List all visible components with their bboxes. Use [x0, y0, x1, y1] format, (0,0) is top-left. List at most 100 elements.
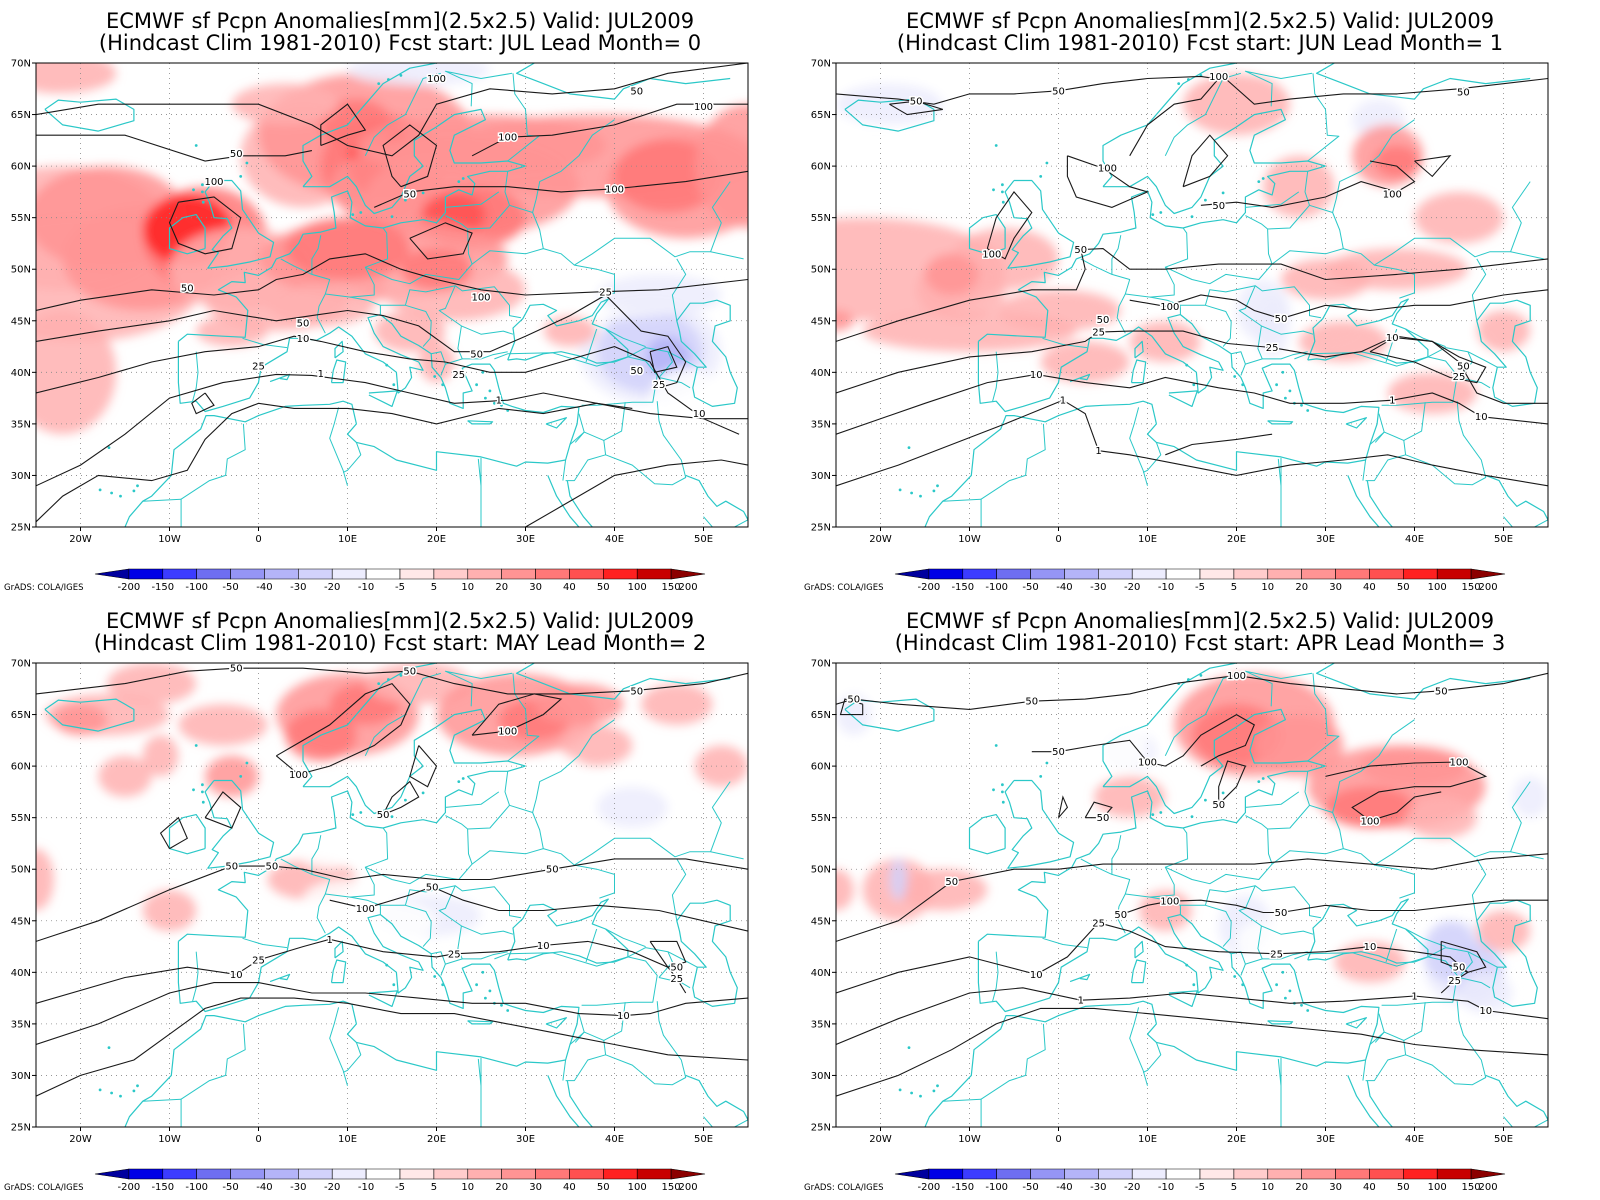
colorbar-swatch	[636, 1168, 672, 1180]
x-tick-label: 30E	[1316, 534, 1335, 545]
island	[1001, 790, 1004, 794]
contour-label: 50	[1097, 315, 1110, 326]
anomaly-region	[878, 663, 972, 674]
y-tick-label: 60N	[811, 762, 831, 773]
country-border	[980, 1023, 1046, 1127]
anomaly-region	[36, 848, 54, 911]
contour-line	[36, 667, 748, 695]
y-tick-label: 70N	[811, 59, 831, 70]
contour-line	[409, 745, 438, 788]
map-title-line-1: ECMWF sf Pcpn Anomalies[mm](2.5x2.5) Val…	[106, 609, 694, 633]
island	[1185, 363, 1189, 367]
colorbar-label: -50	[222, 1182, 238, 1193]
coastline	[330, 959, 347, 984]
island	[107, 1046, 111, 1049]
colorbar-swatch	[636, 568, 672, 580]
anomaly-region	[1334, 941, 1406, 983]
island	[98, 1088, 102, 1092]
contour-label: 1	[1411, 992, 1417, 1003]
country-border	[180, 423, 246, 527]
island	[481, 970, 485, 974]
colorbar-swatch	[670, 1168, 706, 1180]
anomaly-region	[836, 310, 854, 332]
y-tick-label: 55N	[811, 213, 831, 224]
island	[136, 484, 139, 488]
island	[1045, 161, 1049, 165]
x-tick-label: 0	[255, 1134, 261, 1145]
contour-line	[1031, 713, 1255, 767]
country-border	[1467, 951, 1498, 968]
y-tick-label: 55N	[811, 813, 831, 824]
axes: 20W 10W 0 10E 20E 30E 40E 50E 70N 65N 60N 55N 50N 45N…	[811, 659, 1513, 1146]
contour-label: 25	[599, 287, 612, 298]
contour-label: 10	[1030, 370, 1043, 381]
contour-label: 1	[1060, 396, 1066, 407]
country-border	[1204, 285, 1322, 319]
island	[484, 996, 487, 1000]
island	[461, 777, 465, 780]
contour-label: 10	[1475, 412, 1488, 423]
island	[421, 191, 425, 195]
y-tick-label: 65N	[11, 110, 31, 121]
contour-label: 100	[1209, 72, 1228, 83]
y-tick-label: 50N	[811, 265, 831, 276]
country-border	[1111, 835, 1122, 875]
climatology-contours	[836, 75, 1548, 487]
contour-label: 50	[1457, 87, 1470, 98]
anomaly-region	[1512, 776, 1548, 818]
y-tick-label: 65N	[11, 710, 31, 721]
country-border	[192, 351, 199, 402]
country-border	[1405, 328, 1446, 348]
island	[1288, 389, 1292, 393]
contour-label: 50	[847, 695, 860, 706]
island	[1221, 191, 1225, 195]
island	[1001, 183, 1004, 187]
island	[830, 994, 833, 997]
country-border	[146, 526, 148, 527]
coastline	[545, 1017, 567, 1029]
colorbar-label: -200	[118, 1182, 141, 1193]
country-border	[1374, 837, 1544, 866]
country-border	[1374, 237, 1544, 266]
coastline	[924, 314, 1380, 527]
colorbar-swatch	[1064, 568, 1099, 580]
colorbar-swatch	[1301, 1168, 1336, 1180]
contour-line	[889, 100, 943, 116]
contour-label: 50	[1457, 362, 1470, 373]
colorbar-swatch	[365, 1168, 401, 1180]
country-border	[350, 896, 381, 915]
map-frame	[35, 662, 749, 1128]
colorbar-swatch	[94, 1168, 130, 1180]
contour-label: 50	[1212, 201, 1225, 212]
x-tick-label: 10W	[958, 1134, 981, 1145]
island	[433, 975, 437, 978]
island	[201, 800, 205, 804]
y-tick-label: 45N	[11, 316, 31, 327]
country-border	[1271, 848, 1415, 899]
island	[830, 394, 833, 397]
contour-label: 1	[318, 369, 324, 380]
coastline	[507, 298, 629, 364]
island	[1204, 198, 1207, 202]
country-border	[1080, 858, 1131, 934]
coastline	[168, 214, 206, 255]
grads-credit: GrADS: COLA/IGES	[4, 583, 84, 593]
country-border	[942, 1098, 982, 1102]
contour-line	[36, 134, 313, 162]
colorbar-swatch	[894, 1168, 930, 1180]
island	[201, 783, 204, 787]
colorbar-label: 5	[1231, 582, 1237, 593]
anomaly-region	[205, 755, 259, 797]
colorbar-label: -100	[985, 1182, 1008, 1193]
y-tick-label: 70N	[811, 659, 831, 670]
country-border	[242, 937, 288, 949]
axes: 20W 10W 0 10E 20E 30E 40E 50E 70N 65N 60N 55N 50N 45N…	[811, 59, 1513, 546]
island	[481, 370, 485, 374]
colorbar-swatch	[162, 1168, 197, 1180]
colorbar-label: -200	[118, 582, 141, 593]
contour-line	[836, 672, 1548, 710]
colorbar-label: 10	[1261, 1182, 1274, 1193]
contour-label: 1	[1078, 996, 1084, 1007]
colorbar-label: -5	[1195, 582, 1205, 593]
contour-labels: 50 50 100 50 50 100 50 50 100 100 50 50 25 100 50 25 10 5…	[846, 669, 1494, 1018]
